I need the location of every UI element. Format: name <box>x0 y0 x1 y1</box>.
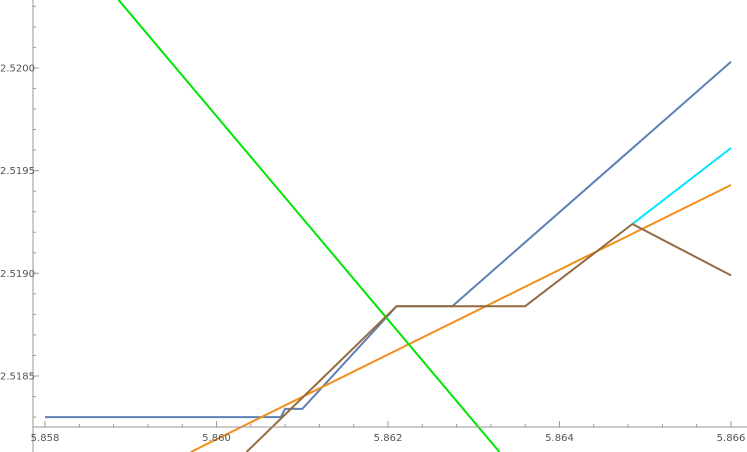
series-line-1 <box>45 61 732 419</box>
y-tick-label: 2.5195 <box>0 166 35 177</box>
series-line-5 <box>245 223 732 452</box>
axes-layer <box>32 0 747 452</box>
ticks-layer: 5.858 5.860 5.862 5.864 5.866 2.5185 2.5190 2.5… <box>0 5 746 444</box>
series-line-2 <box>631 147 732 225</box>
series-line-3 <box>190 184 732 452</box>
y-tick-label: 2.5190 <box>0 269 35 280</box>
x-tick-label: 5.858 <box>31 433 60 444</box>
y-tick-label: 2.5185 <box>0 372 35 383</box>
x-tick-label: 5.862 <box>374 433 403 444</box>
series-layer <box>45 0 732 452</box>
series-line-4 <box>117 0 501 452</box>
x-tick-label: 5.860 <box>202 433 231 444</box>
x-tick-label: 5.866 <box>717 433 746 444</box>
y-tick-label: 2.5200 <box>0 63 35 74</box>
x-tick-label: 5.864 <box>545 433 574 444</box>
